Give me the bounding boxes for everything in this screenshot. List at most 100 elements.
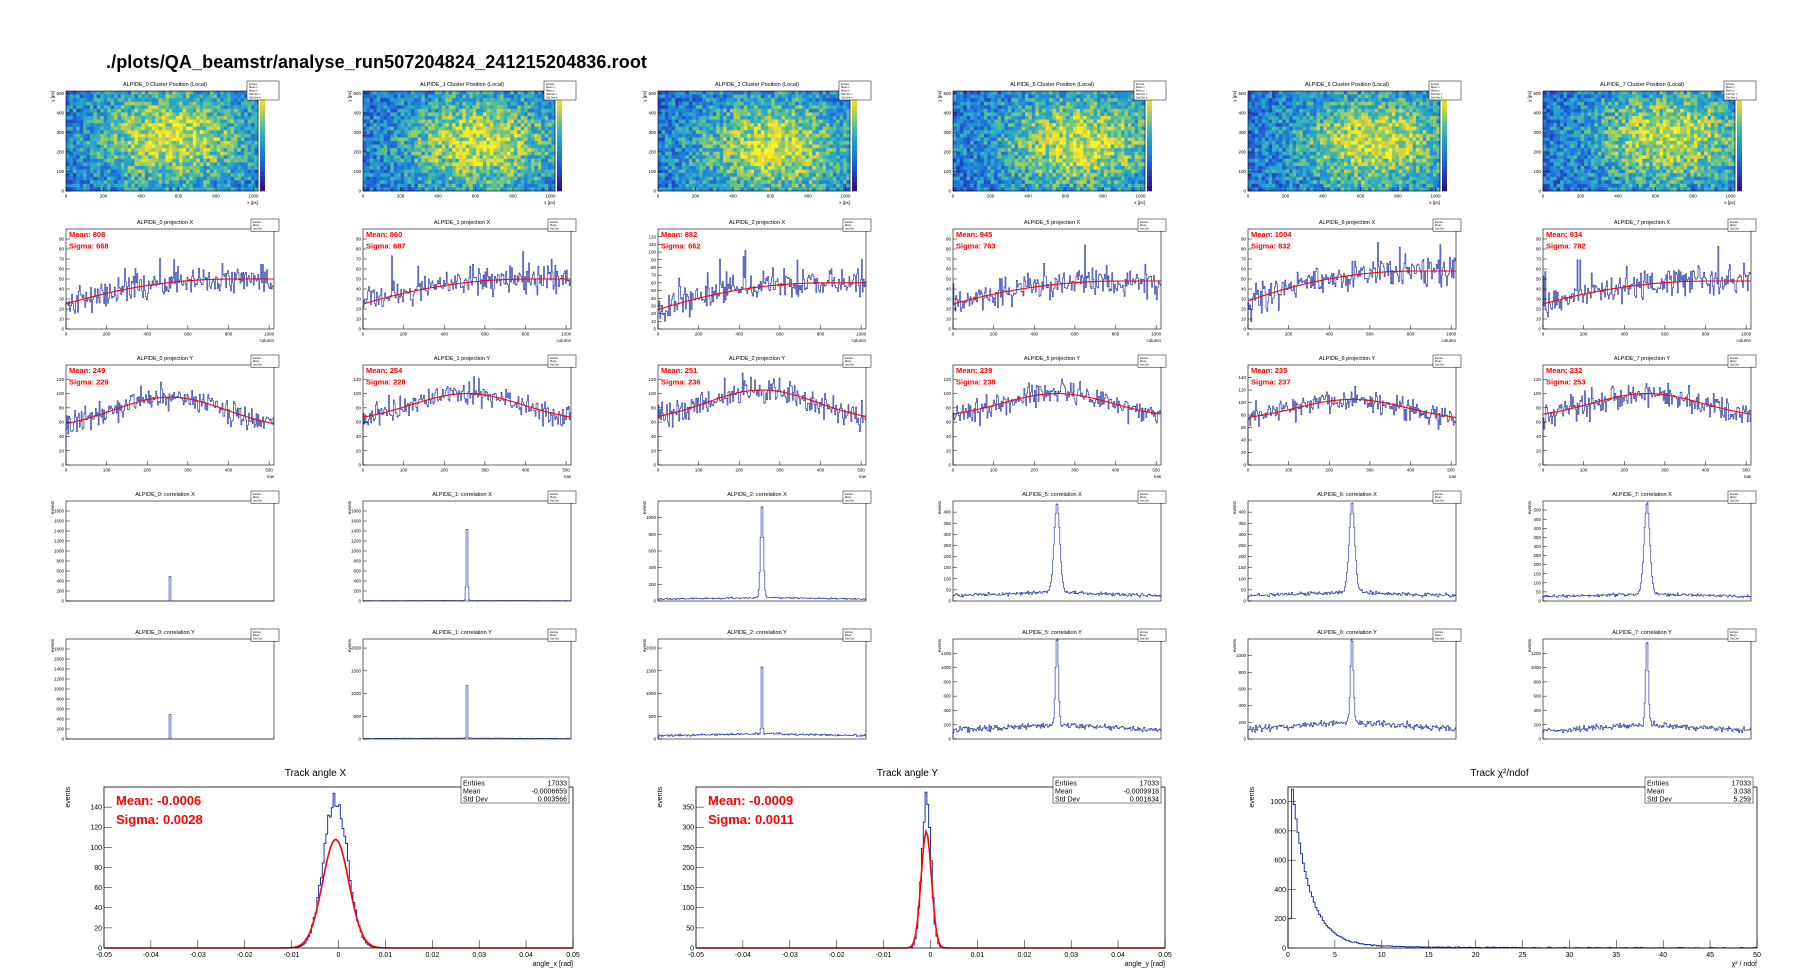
heatmap-cell [706, 91, 710, 95]
heatmap-cell [138, 123, 142, 128]
heatmap-cell [675, 126, 679, 131]
heatmap-cell [76, 173, 81, 178]
heatmap-cell [476, 119, 480, 124]
heatmap-cell [709, 144, 714, 149]
heatmap-cell [189, 148, 194, 153]
heatmap-cell [664, 137, 669, 142]
heatmap-cell [459, 141, 463, 145]
heatmap-cell [452, 169, 456, 174]
heatmap-cell [192, 141, 197, 145]
heatmap-cell [472, 137, 477, 142]
heatmap-cell [175, 112, 180, 117]
heatmap-cell [764, 162, 769, 167]
heatmap-cell [956, 116, 961, 120]
heatmap-cell [774, 123, 779, 128]
heatmap-cell [699, 98, 703, 103]
heatmap-cell [189, 112, 194, 117]
heatmap-cell [96, 112, 101, 117]
heatmap-cell [414, 133, 419, 138]
heatmap-cell [507, 133, 511, 138]
heatmap-cell [441, 183, 446, 188]
heatmap-cell [213, 137, 218, 142]
heatmap-cell [138, 105, 142, 110]
heatmap-cell [134, 119, 139, 124]
heatmap-cell [393, 166, 398, 170]
heatmap-cell [206, 158, 211, 163]
heatmap-cell [172, 141, 177, 145]
heatmap-cell [541, 158, 546, 163]
heatmap-cell [141, 148, 146, 153]
heatmap-cell [678, 98, 683, 103]
heatmap-cell [517, 98, 522, 103]
heatmap-cell [719, 116, 724, 120]
heatmap-cell [431, 148, 436, 153]
heatmap-cell [199, 94, 204, 99]
heatmap-cell [489, 91, 494, 95]
heatmap-cell [127, 119, 132, 124]
heatmap-cell [124, 162, 129, 167]
heatmap-cell [107, 148, 111, 153]
heatmap-cell [469, 101, 474, 106]
heatmap-cell [843, 176, 847, 181]
heatmap-cell [66, 126, 70, 131]
heatmap-cell [846, 141, 851, 145]
heatmap-cell [496, 112, 501, 117]
heatmap-cell [771, 151, 775, 156]
heatmap-cell [134, 112, 139, 117]
heatmap-cell [486, 187, 491, 192]
heatmap-cell [182, 187, 187, 192]
heatmap-cell [953, 155, 957, 160]
heatmap-cell [661, 162, 666, 167]
heatmap-cell [165, 158, 170, 163]
heatmap-cell [459, 180, 463, 185]
heatmap-cell [730, 162, 734, 167]
y-tick-label: 500 [353, 91, 361, 96]
heatmap-cell [808, 137, 813, 142]
heatmap-cell [117, 116, 122, 120]
heatmap-cell [754, 173, 758, 178]
heatmap-cell [819, 180, 823, 185]
heatmap-cell [165, 101, 170, 106]
heatmap-cell [712, 180, 717, 185]
heatmap-cell [469, 126, 474, 131]
heatmap-cell [383, 133, 388, 138]
heatmap-cell [685, 94, 690, 99]
heatmap-cell [162, 101, 166, 106]
heatmap-cell [788, 162, 793, 167]
heatmap-cell [839, 183, 844, 188]
heatmap-cell [472, 126, 477, 131]
heatmap-cell [168, 126, 173, 131]
heatmap-cell [240, 144, 245, 149]
heatmap-cell [678, 166, 683, 170]
heatmap-cell [537, 119, 542, 124]
heatmap-cell [103, 94, 108, 99]
heatmap-cell [675, 187, 679, 192]
heatmap-cell [733, 91, 738, 95]
heatmap-cell [836, 173, 841, 178]
heatmap-cell [189, 187, 194, 192]
heatmap-cell [438, 173, 443, 178]
heatmap-cell [472, 141, 477, 145]
heatmap-cell [836, 94, 841, 99]
heatmap-cell [819, 187, 823, 192]
heatmap-cell [819, 166, 823, 170]
heatmap-cell [472, 176, 477, 181]
heatmap-cell [223, 151, 228, 156]
heatmap-cell [500, 169, 504, 174]
heatmap-cell [469, 166, 474, 170]
heatmap-cell [548, 158, 552, 163]
heatmap-cell [148, 176, 153, 181]
heatmap-cell [404, 119, 408, 124]
heatmap-cell [380, 105, 384, 110]
heatmap-cell [220, 101, 225, 106]
y-tick-label: 0 [358, 189, 361, 194]
heatmap-cell [747, 133, 751, 138]
heatmap-cell [114, 148, 118, 153]
heatmap-cell [750, 126, 755, 131]
heatmap-cell [736, 119, 741, 124]
heatmap-cell [692, 187, 697, 192]
heatmap-cell [716, 151, 721, 156]
heatmap-cell [234, 119, 238, 124]
heatmap-cell [544, 166, 549, 170]
heatmap-cell [165, 108, 170, 113]
